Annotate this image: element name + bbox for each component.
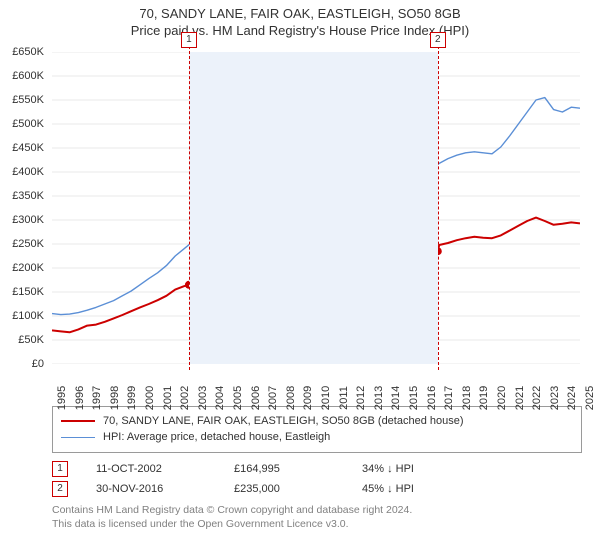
- x-tick-label: 2018: [461, 386, 473, 410]
- y-tick-label: £0: [32, 358, 44, 370]
- x-tick-label: 2022: [531, 386, 543, 410]
- sale-vline: [189, 46, 190, 370]
- event-price: £235,000: [234, 483, 334, 495]
- legend-swatch: [61, 437, 95, 438]
- x-tick-label: 2004: [214, 386, 226, 410]
- y-tick-label: £650K: [12, 46, 44, 58]
- attribution-line1: Contains HM Land Registry data © Crown c…: [52, 503, 582, 517]
- y-tick-label: £200K: [12, 262, 44, 274]
- x-tick-label: 2000: [144, 386, 156, 410]
- y-tick-label: £400K: [12, 166, 44, 178]
- title-address: 70, SANDY LANE, FAIR OAK, EASTLEIGH, SO5…: [0, 6, 600, 23]
- plot-area: 12: [52, 52, 580, 364]
- y-tick-label: £250K: [12, 238, 44, 250]
- legend: 70, SANDY LANE, FAIR OAK, EASTLEIGH, SO5…: [52, 406, 582, 453]
- event-delta: 34% ↓ HPI: [362, 463, 414, 475]
- x-tick-label: 2005: [232, 386, 244, 410]
- plot-outer: £0 £50K £100K £150K £200K £250K £300K £350K £400…: [0, 48, 600, 400]
- x-tick-label: 2024: [566, 386, 578, 410]
- y-axis-labels: £0£50K£100K£150K£200K£250K£300K£350K£400…: [0, 52, 48, 364]
- y-tick-label: £300K: [12, 214, 44, 226]
- y-tick-label: £500K: [12, 118, 44, 130]
- x-tick-label: 1998: [109, 386, 121, 410]
- x-tick-label: 2009: [302, 386, 314, 410]
- y-tick-label: £100K: [12, 310, 44, 322]
- event-date: 11-OCT-2002: [96, 463, 206, 475]
- chart-footer-block: 70, SANDY LANE, FAIR OAK, EASTLEIGH, SO5…: [0, 406, 600, 539]
- ownership-period-shade: [189, 52, 438, 364]
- x-tick-label: 2014: [390, 386, 402, 410]
- legend-label: HPI: Average price, detached house, East…: [103, 429, 330, 446]
- x-tick-label: 2023: [549, 386, 561, 410]
- x-tick-label: 2016: [426, 386, 438, 410]
- x-tick-label: 2021: [514, 386, 526, 410]
- x-tick-label: 2011: [338, 386, 350, 410]
- x-tick-label: 1996: [74, 386, 86, 410]
- y-tick-label: £50K: [18, 334, 44, 346]
- y-tick-label: £350K: [12, 190, 44, 202]
- x-tick-label: 2007: [267, 386, 279, 410]
- x-tick-label: 2008: [285, 386, 297, 410]
- title-subtitle: Price paid vs. HM Land Registry's House …: [0, 23, 600, 40]
- legend-label: 70, SANDY LANE, FAIR OAK, EASTLEIGH, SO5…: [103, 413, 464, 430]
- y-tick-label: £600K: [12, 70, 44, 82]
- event-marker: 1: [52, 461, 68, 477]
- x-tick-label: 2012: [355, 386, 367, 410]
- sale-marker-box: 1: [181, 32, 197, 48]
- x-tick-label: 2020: [496, 386, 508, 410]
- x-tick-label: 2017: [443, 386, 455, 410]
- x-tick-label: 2015: [408, 386, 420, 410]
- y-tick-label: £550K: [12, 94, 44, 106]
- event-row: 1 11-OCT-2002 £164,995 34% ↓ HPI: [52, 461, 582, 477]
- y-tick-label: £450K: [12, 142, 44, 154]
- legend-row: 70, SANDY LANE, FAIR OAK, EASTLEIGH, SO5…: [61, 413, 573, 430]
- x-tick-label: 2013: [373, 386, 385, 410]
- x-tick-label: 1999: [126, 386, 138, 410]
- sale-marker-box: 2: [430, 32, 446, 48]
- event-row: 2 30-NOV-2016 £235,000 45% ↓ HPI: [52, 481, 582, 497]
- x-axis-labels: 1995199619971998199920002001200220032004…: [52, 370, 580, 406]
- x-tick-label: 2019: [478, 386, 490, 410]
- x-tick-label: 1997: [91, 386, 103, 410]
- legend-swatch: [61, 420, 95, 422]
- event-marker: 2: [52, 481, 68, 497]
- sale-events: 1 11-OCT-2002 £164,995 34% ↓ HPI 2 30-NOV-201…: [52, 461, 582, 497]
- x-tick-label: 2010: [320, 386, 332, 410]
- attribution-line2: This data is licensed under the Open Gov…: [52, 517, 582, 531]
- chart-container: 70, SANDY LANE, FAIR OAK, EASTLEIGH, SO5…: [0, 0, 600, 539]
- x-tick-label: 2002: [179, 386, 191, 410]
- x-tick-label: 1995: [56, 386, 68, 410]
- x-tick-label: 2001: [162, 386, 174, 410]
- event-delta: 45% ↓ HPI: [362, 483, 414, 495]
- x-tick-label: 2025: [584, 386, 596, 410]
- chart-titles: 70, SANDY LANE, FAIR OAK, EASTLEIGH, SO5…: [0, 0, 600, 40]
- legend-row: HPI: Average price, detached house, East…: [61, 429, 573, 446]
- sale-vline: [438, 46, 439, 370]
- y-tick-label: £150K: [12, 286, 44, 298]
- x-tick-label: 2006: [250, 386, 262, 410]
- x-tick-label: 2003: [197, 386, 209, 410]
- event-date: 30-NOV-2016: [96, 483, 206, 495]
- event-price: £164,995: [234, 463, 334, 475]
- attribution: Contains HM Land Registry data © Crown c…: [52, 503, 582, 531]
